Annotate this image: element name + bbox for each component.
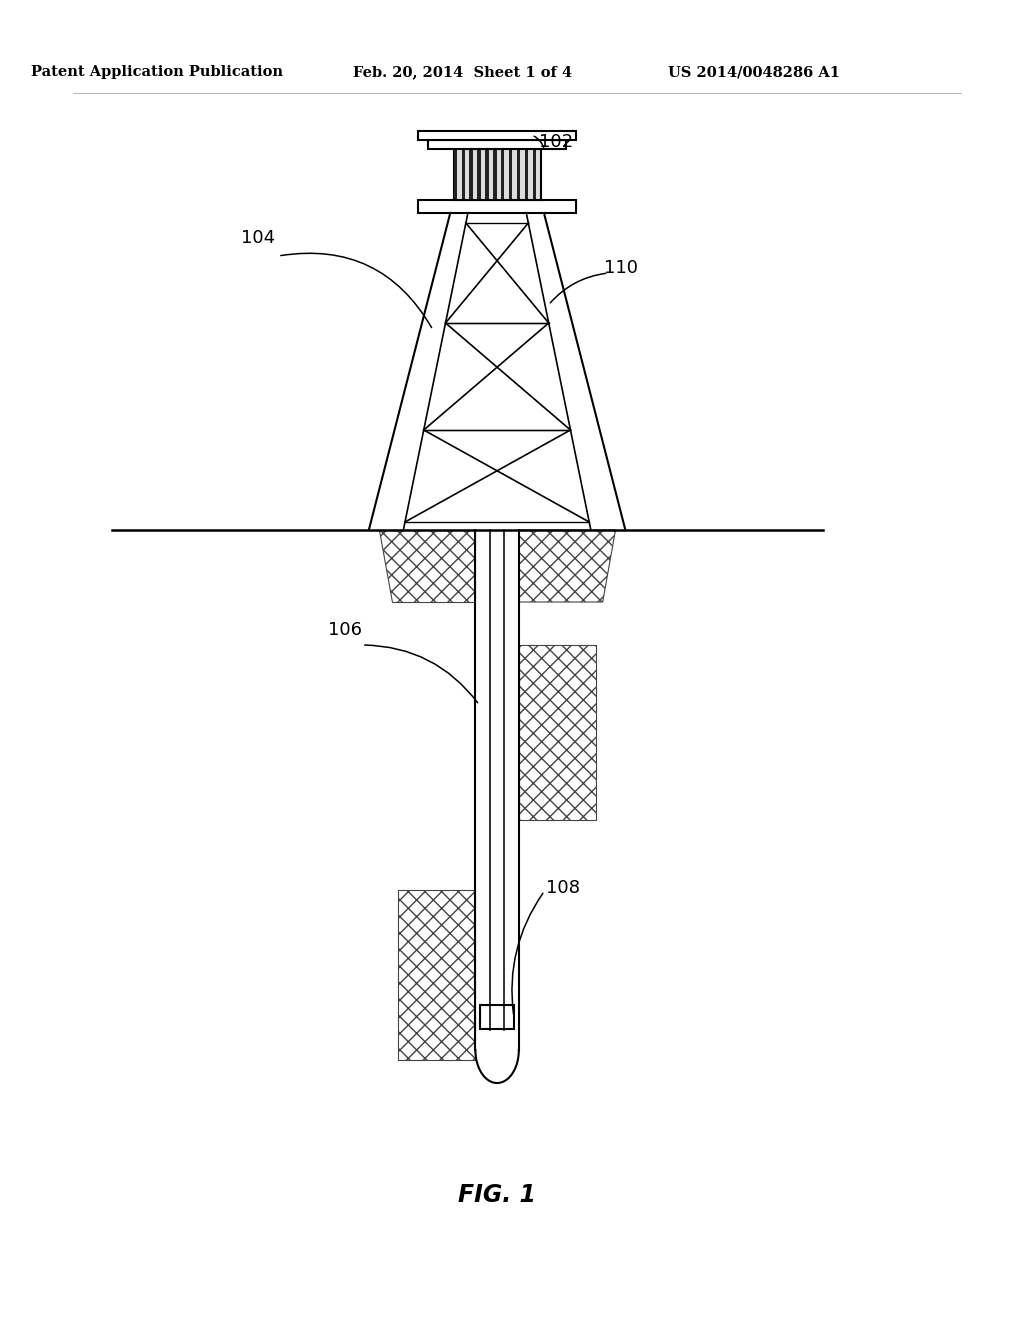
Bar (501, 149, 505, 199)
FancyBboxPatch shape (418, 201, 577, 213)
Bar (454, 149, 457, 199)
Bar (509, 149, 512, 199)
FancyBboxPatch shape (418, 131, 577, 140)
Text: 108: 108 (547, 879, 581, 898)
Bar (517, 149, 520, 199)
Text: Feb. 20, 2014  Sheet 1 of 4: Feb. 20, 2014 Sheet 1 of 4 (353, 65, 572, 79)
FancyBboxPatch shape (480, 1005, 514, 1030)
Text: 106: 106 (328, 620, 362, 639)
FancyBboxPatch shape (454, 148, 541, 201)
Bar (524, 149, 528, 199)
Bar (469, 149, 473, 199)
Text: 104: 104 (242, 228, 275, 247)
Text: 102: 102 (539, 133, 572, 150)
FancyBboxPatch shape (428, 140, 566, 149)
Text: FIG. 1: FIG. 1 (458, 1183, 537, 1206)
Bar (462, 149, 465, 199)
Text: US 2014/0048286 A1: US 2014/0048286 A1 (668, 65, 840, 79)
Bar (494, 149, 497, 199)
Text: 110: 110 (604, 259, 638, 277)
Text: Patent Application Publication: Patent Application Publication (31, 65, 283, 79)
Bar (477, 149, 480, 199)
Bar (485, 149, 488, 199)
Bar (532, 149, 536, 199)
